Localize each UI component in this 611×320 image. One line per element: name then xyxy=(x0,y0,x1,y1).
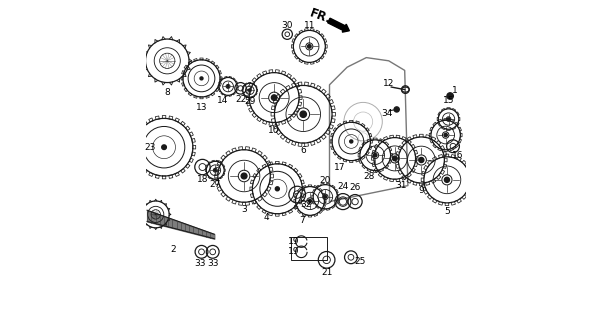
Text: 15: 15 xyxy=(443,96,455,105)
Text: 12: 12 xyxy=(383,79,394,88)
Text: 18: 18 xyxy=(197,175,208,184)
Text: 24: 24 xyxy=(337,182,348,191)
Circle shape xyxy=(373,154,377,157)
Text: 17: 17 xyxy=(334,163,345,172)
Circle shape xyxy=(200,77,203,80)
Circle shape xyxy=(227,85,229,87)
Text: 16: 16 xyxy=(452,151,463,160)
Circle shape xyxy=(300,111,307,117)
Circle shape xyxy=(241,173,247,179)
Circle shape xyxy=(444,177,450,182)
Text: 22: 22 xyxy=(235,95,246,104)
Text: 5: 5 xyxy=(444,207,450,216)
Text: 21: 21 xyxy=(321,268,332,277)
Text: 19: 19 xyxy=(288,247,299,256)
Text: 34: 34 xyxy=(381,109,393,118)
Circle shape xyxy=(392,156,397,161)
Text: 28: 28 xyxy=(364,172,375,180)
Text: 26: 26 xyxy=(349,183,360,192)
Circle shape xyxy=(419,157,424,163)
Text: 2: 2 xyxy=(170,245,175,254)
Text: 33: 33 xyxy=(208,260,219,268)
Text: 30: 30 xyxy=(282,21,293,30)
Circle shape xyxy=(447,93,453,99)
Circle shape xyxy=(444,133,447,137)
Text: 29: 29 xyxy=(244,97,255,106)
Text: 9: 9 xyxy=(419,186,424,195)
Text: 3: 3 xyxy=(241,205,247,214)
Text: 7: 7 xyxy=(299,216,305,225)
Text: 10: 10 xyxy=(268,126,280,135)
Text: 31: 31 xyxy=(396,181,408,190)
Text: 25: 25 xyxy=(354,257,365,266)
Text: 6: 6 xyxy=(301,146,306,155)
Circle shape xyxy=(394,107,399,112)
Text: 13: 13 xyxy=(196,103,207,112)
Circle shape xyxy=(447,118,450,120)
FancyArrow shape xyxy=(327,18,349,32)
Text: 14: 14 xyxy=(217,96,228,105)
Text: 27: 27 xyxy=(210,180,221,188)
Text: 20: 20 xyxy=(320,176,331,185)
Text: FR.: FR. xyxy=(309,7,334,27)
Circle shape xyxy=(162,145,166,149)
Text: 19: 19 xyxy=(288,237,299,246)
Circle shape xyxy=(324,196,327,198)
Text: 23: 23 xyxy=(145,143,156,152)
Circle shape xyxy=(276,187,279,191)
Circle shape xyxy=(271,95,277,100)
Text: 4: 4 xyxy=(264,213,269,222)
Text: 1: 1 xyxy=(452,86,458,95)
Circle shape xyxy=(309,199,312,203)
Text: 11: 11 xyxy=(304,21,315,30)
Circle shape xyxy=(214,169,216,171)
Text: 8: 8 xyxy=(164,88,170,97)
Circle shape xyxy=(349,140,353,143)
Text: 32: 32 xyxy=(300,200,311,209)
Text: 33: 33 xyxy=(194,260,206,268)
Circle shape xyxy=(249,90,251,91)
Circle shape xyxy=(307,45,311,48)
